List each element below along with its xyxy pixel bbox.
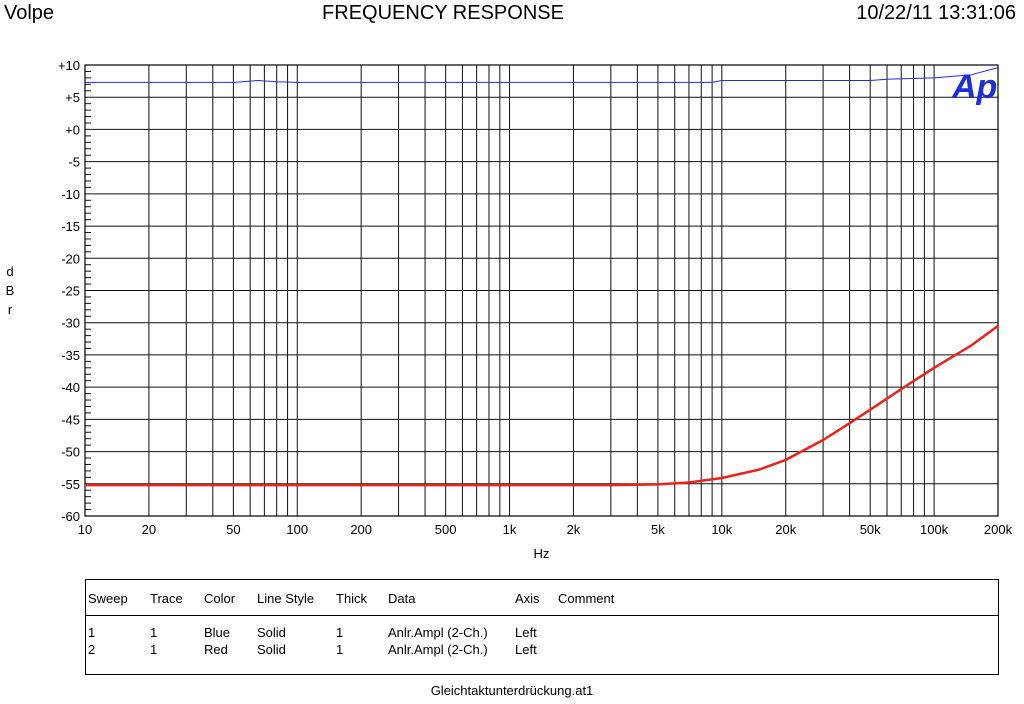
y-tick-label: -30: [61, 316, 80, 331]
ap-logo: Ap: [951, 68, 997, 106]
x-tick-label: 5k: [651, 522, 665, 537]
x-tick-label: 200k: [984, 522, 1013, 537]
legend-row2-sweep: 2: [88, 642, 96, 657]
legend-row2-axis: Left: [515, 642, 537, 657]
y-tick-label: -20: [61, 251, 80, 266]
legend-row2-color: Red: [204, 642, 228, 657]
legend-header-comment: Comment: [558, 591, 615, 606]
header-timestamp: 10/22/11 13:31:06: [856, 2, 1016, 24]
x-tick-label: 10: [78, 522, 92, 537]
y-tick-label: +5: [65, 90, 80, 105]
x-tick-label: 200: [350, 522, 372, 537]
y-tick-label: -55: [61, 477, 80, 492]
legend-header-color: Color: [204, 591, 236, 606]
legend-row2-thick: 1: [336, 642, 344, 657]
x-tick-label: 100: [286, 522, 308, 537]
y-tick-label: -50: [61, 445, 80, 460]
x-tick-label: 500: [435, 522, 457, 537]
legend-table: Sweep Trace Color Line Style Thick Data …: [85, 579, 999, 675]
frequency-response-chart: +10 +5 +0 -5 -10 -15 -20 -25 -30 -35 -40 -45 -50 -55 -…: [6, 58, 1013, 561]
x-tick-label: 100k: [920, 522, 949, 537]
x-tick-label: 1k: [503, 522, 517, 537]
legend-header-axis: Axis: [515, 591, 540, 606]
y-tick-label: -15: [61, 219, 80, 234]
legend-row1-trace: 1: [150, 625, 158, 640]
series-line-2: [85, 324, 999, 487]
x-axis-label: Hz: [534, 546, 550, 561]
y-tick-label: -25: [61, 284, 80, 299]
x-tick-label: 50k: [860, 522, 881, 537]
legend-row2-line-style: Solid: [257, 642, 286, 657]
x-tick-label: 20k: [775, 522, 796, 537]
legend-row1-color: Blue: [204, 625, 231, 640]
y-tick-label: -60: [61, 509, 80, 524]
header-left-label: Volpe: [4, 2, 55, 24]
file-name-footer: Gleichtaktunterdrückung.at1: [430, 683, 594, 698]
y-tick-label: -10: [61, 187, 80, 202]
y-tick-label: -45: [61, 412, 80, 427]
x-tick-label: 2k: [567, 522, 581, 537]
y-tick-label: -5: [68, 155, 80, 170]
y-tick-label: -40: [61, 380, 80, 395]
legend-row1-line-style: Solid: [257, 625, 286, 640]
y-tick-label: +10: [58, 58, 80, 73]
legend-header-data: Data: [388, 591, 416, 606]
legend-row1-thick: 1: [336, 625, 344, 640]
legend-row1-data: Anlr.Ampl (2-Ch.): [388, 625, 488, 640]
legend-header-sweep: Sweep: [88, 591, 128, 606]
series-line-1: [85, 67, 999, 83]
y-tick-label: +0: [65, 122, 80, 137]
chart-title: FREQUENCY RESPONSE: [322, 2, 564, 24]
x-tick-label: 50: [226, 522, 240, 537]
legend-row1-sweep: 1: [88, 625, 96, 640]
legend-row2-data: Anlr.Ampl (2-Ch.): [388, 642, 488, 657]
x-tick-label: 20: [142, 522, 156, 537]
legend-header-line-style: Line Style: [257, 591, 315, 606]
plot-frame: [84, 64, 999, 517]
legend-row2-trace: 1: [150, 642, 158, 657]
legend-divider: [86, 615, 998, 616]
y-tick-label: -35: [61, 348, 80, 363]
legend-header-thick: Thick: [336, 591, 368, 606]
legend-row1-axis: Left: [515, 625, 537, 640]
x-tick-label: 10k: [711, 522, 732, 537]
legend-header-trace: Trace: [150, 591, 183, 606]
